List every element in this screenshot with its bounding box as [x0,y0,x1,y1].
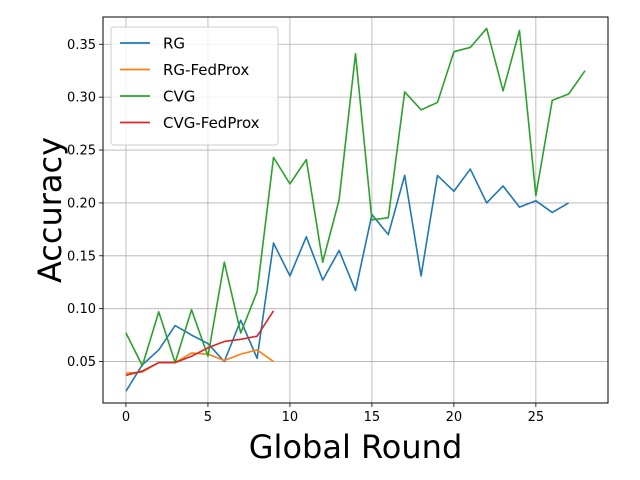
plot-frame [102,16,609,404]
x-tick-label: 15 [364,410,381,425]
y-tick-label: 0.20 [67,196,96,211]
x-tick-label: 0 [122,410,130,425]
series-layer [125,27,586,392]
legend-label-cvg: CVG [163,88,195,106]
x-tick-label: 10 [282,410,299,425]
legend-label-cvg-fedprox: CVG-FedProx [163,114,260,132]
x-tick-label: 5 [204,410,212,425]
series-line-cvg [125,27,586,367]
x-tick-label: 25 [528,410,545,425]
legend-label-rg: RG [163,35,185,53]
y-tick-label: 0.05 [67,355,96,370]
ticks: 0 5 10 15 20 25 0.05 0.10 0.15 0.20 0.25 0.30 0.35 [67,38,544,425]
x-axis-title: Global Round [249,428,463,466]
y-tick-label: 0.25 [67,144,96,159]
y-tick-label: 0.35 [67,38,96,53]
y-axis-title: Accuracy [31,137,69,283]
legend-label-rg-fedprox: RG-FedProx [163,61,249,79]
series-line-rg [125,168,570,392]
y-tick-label: 0.30 [67,91,96,106]
x-tick-label: 20 [446,410,463,425]
legend: RG RG-FedProx CVG CVG-FedProx [110,26,279,146]
y-tick-label: 0.10 [67,302,96,317]
legend-box [110,26,279,146]
series-line-cvg-fedprox [125,310,275,377]
y-tick-label: 0.15 [67,249,96,264]
